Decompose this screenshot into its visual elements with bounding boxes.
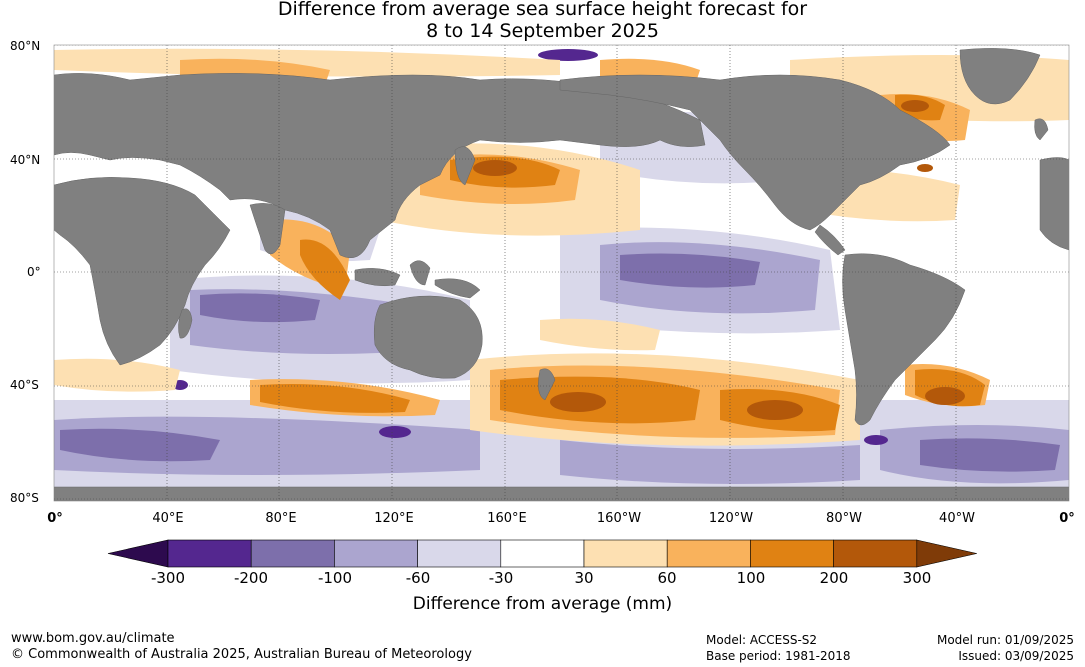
very-strong-positive-regions bbox=[473, 100, 965, 420]
colorbar bbox=[107, 539, 977, 568]
lon-label-0-right: 0° bbox=[1059, 511, 1075, 526]
lon-label-80w: 80°W bbox=[826, 511, 862, 526]
lon-label-40w: 40°W bbox=[939, 511, 975, 526]
lon-label-0-left: 0° bbox=[47, 511, 63, 526]
footer-copyright: © Commonwealth of Australia 2025, Austra… bbox=[11, 647, 472, 662]
lon-label-120w: 120°W bbox=[708, 511, 754, 526]
colorbar-bin bbox=[334, 539, 418, 568]
colorbar-extend-low bbox=[107, 539, 169, 568]
lon-label-40e: 40°E bbox=[152, 511, 184, 526]
colorbar-tick: -100 bbox=[317, 569, 353, 587]
colorbar-tick: 60 bbox=[657, 569, 677, 587]
footer-url: www.bom.gov.au/climate bbox=[11, 631, 175, 646]
lat-label-40s: 40°S bbox=[10, 378, 39, 392]
chart-title-line2: 8 to 14 September 2025 bbox=[426, 20, 659, 42]
colorbar-extend-high bbox=[916, 539, 977, 568]
colorbar-bin bbox=[167, 539, 252, 568]
colorbar-tick: 30 bbox=[574, 569, 594, 587]
colorbar-tick: 300 bbox=[902, 569, 932, 587]
lon-label-160w: 160°W bbox=[596, 511, 642, 526]
lat-label-80s: 80°S bbox=[10, 491, 39, 505]
colorbar-bin bbox=[250, 539, 335, 568]
colorbar-bin bbox=[666, 539, 751, 568]
graticule bbox=[54, 45, 1069, 501]
footer-model: Model: ACCESS-S2 bbox=[706, 633, 818, 647]
lat-label-40n: 40°N bbox=[10, 153, 41, 167]
footer-model-run: Model run: 01/09/2025 bbox=[936, 633, 1074, 647]
lon-label-160e: 160°E bbox=[487, 511, 527, 526]
lon-label-80e: 80°E bbox=[265, 511, 297, 526]
map-frame bbox=[53, 44, 1070, 502]
lat-label-0: 0° bbox=[27, 265, 41, 279]
colorbar-bin bbox=[500, 539, 585, 568]
extreme-negative-regions bbox=[172, 49, 888, 445]
colorbar-tick: -60 bbox=[405, 569, 431, 587]
footer-issued: Issued: 03/09/2025 bbox=[958, 649, 1074, 663]
colorbar-tick: -200 bbox=[233, 569, 269, 587]
footer-base-period: Base period: 1981-2018 bbox=[706, 649, 851, 663]
lon-label-120e: 120°E bbox=[374, 511, 414, 526]
colorbar-title: Difference from average (mm) bbox=[412, 594, 673, 614]
lat-label-80n: 80°N bbox=[10, 39, 41, 53]
colorbar-tick: -30 bbox=[488, 569, 514, 587]
chart-title-line1: Difference from average sea surface heig… bbox=[277, 0, 808, 20]
colorbar-bin bbox=[417, 539, 502, 568]
colorbar-tick: -300 bbox=[150, 569, 186, 587]
strong-negative-regions bbox=[60, 253, 1060, 472]
colorbar-bin bbox=[583, 539, 668, 568]
colorbar-tick: 100 bbox=[736, 569, 766, 587]
colorbar-tick: 200 bbox=[819, 569, 849, 587]
colorbar-bin bbox=[750, 539, 834, 568]
colorbar-bin bbox=[833, 539, 918, 568]
land-masses bbox=[54, 48, 1069, 501]
